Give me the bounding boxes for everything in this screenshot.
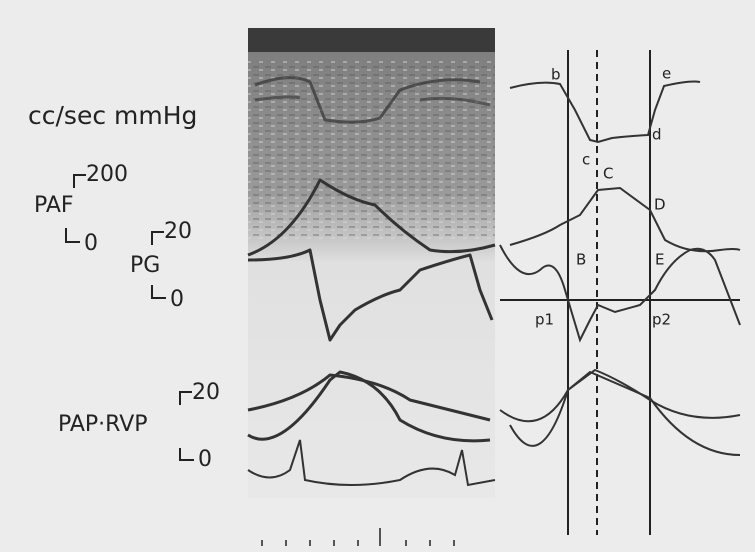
scale-label: PAP·RVP — [58, 412, 148, 437]
point-label: E — [655, 251, 664, 269]
diagram — [499, 50, 741, 535]
scale-bottom: 0 — [170, 287, 184, 312]
pap-trace — [247, 373, 491, 422]
pg-trace — [247, 248, 494, 342]
point-label: p1 — [535, 311, 554, 329]
scale-bottom: 0 — [84, 231, 98, 256]
scale-top: 20 — [164, 219, 192, 244]
scale-brackets — [65, 174, 194, 461]
point-label: b — [551, 66, 561, 84]
scale-top: 200 — [86, 162, 128, 187]
time-marks — [261, 528, 455, 546]
scale-label: PAF — [34, 193, 74, 218]
rvp-trace — [247, 370, 491, 443]
scale-bottom: 0 — [198, 447, 212, 472]
point-label: B — [576, 251, 586, 269]
point-label: c — [582, 151, 590, 169]
scale-label: PG — [130, 253, 160, 278]
paf-trace — [247, 178, 496, 257]
scale-top: 20 — [192, 380, 220, 405]
point-label: C — [603, 165, 613, 183]
point-label: D — [654, 196, 666, 214]
point-label: d — [652, 126, 662, 144]
point-label: p2 — [652, 311, 671, 329]
units-label: cc/sec mmHg — [28, 101, 197, 130]
point-label: e — [662, 65, 671, 83]
echo-panel — [247, 28, 496, 498]
